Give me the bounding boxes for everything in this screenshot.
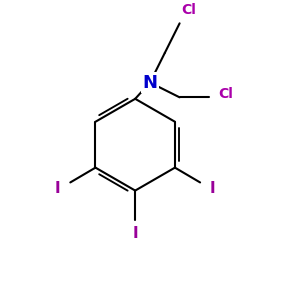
- Text: I: I: [55, 182, 61, 196]
- Text: Cl: Cl: [218, 87, 233, 101]
- Text: I: I: [210, 182, 215, 196]
- Text: N: N: [142, 74, 158, 92]
- Text: I: I: [132, 226, 138, 241]
- Text: Cl: Cl: [181, 3, 196, 17]
